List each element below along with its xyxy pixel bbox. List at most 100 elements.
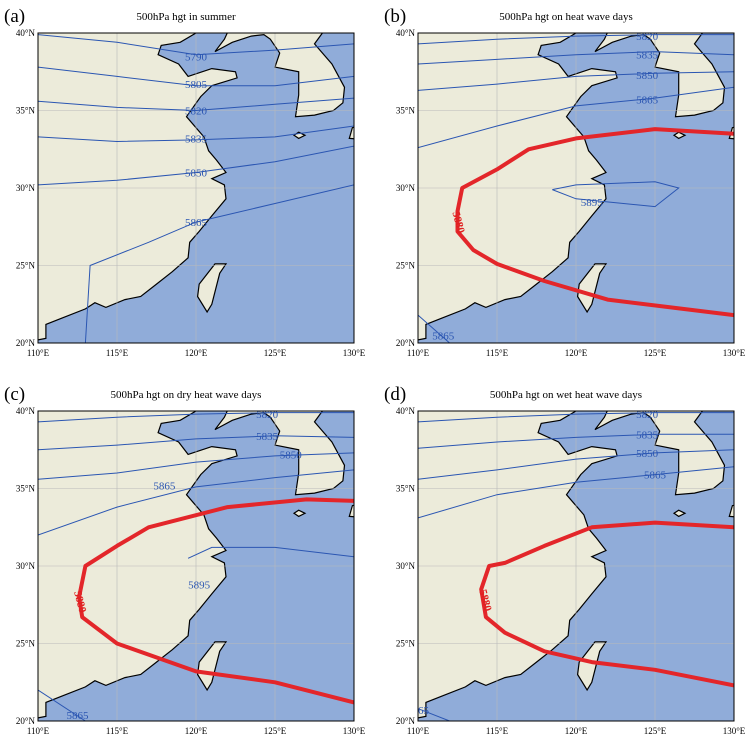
land xyxy=(348,126,354,140)
contour-label: 5820 xyxy=(636,409,659,421)
lon-tick-label: 125°E xyxy=(264,726,287,736)
frame xyxy=(417,410,735,722)
contour-label: 5895 xyxy=(188,580,211,592)
highlight-label: 5880 xyxy=(476,588,493,613)
lat-tick-label: 20°N xyxy=(16,338,36,348)
lat-tick-label: 30°N xyxy=(16,183,36,193)
land xyxy=(196,263,228,314)
contour-label: 5850 xyxy=(636,448,659,460)
contour-line xyxy=(552,181,680,208)
contour-label: 5790 xyxy=(185,51,208,63)
contour-label: 5820 xyxy=(185,106,208,118)
contour-line xyxy=(38,34,354,56)
contour-line xyxy=(38,145,354,186)
contour-line xyxy=(418,71,734,91)
lon-tick-label: 110°E xyxy=(407,726,430,736)
land xyxy=(728,504,734,518)
contour-label: 5820 xyxy=(256,409,279,421)
panel: 5820 5835 5850 5865 5865 5880 110°E 115°E 120°E 1… xyxy=(384,384,746,736)
lat-tick-label: 25°N xyxy=(396,261,416,271)
contour-line xyxy=(84,184,354,343)
contour-line xyxy=(418,412,734,423)
lon-tick-label: 130°E xyxy=(723,726,746,736)
lon-tick-label: 110°E xyxy=(27,726,50,736)
lat-tick-label: 40°N xyxy=(16,28,36,38)
panel-title: 500hPa hgt in summer xyxy=(136,11,236,23)
lon-tick-label: 130°E xyxy=(343,348,366,358)
highlight-label: 5880 xyxy=(449,210,466,235)
lon-tick-label: 115°E xyxy=(106,348,129,358)
contour-label: 5865 xyxy=(185,217,208,229)
panel-label: (c) xyxy=(4,384,25,405)
contour-line xyxy=(38,97,354,112)
contour-line xyxy=(38,125,354,143)
contour-label: 5865 xyxy=(636,95,659,107)
lat-tick-label: 30°N xyxy=(396,183,416,193)
panel-title: 500hPa hgt on wet heat wave days xyxy=(490,389,642,401)
lat-tick-label: 40°N xyxy=(16,406,36,416)
land xyxy=(576,263,608,314)
lat-tick-label: 40°N xyxy=(396,406,416,416)
panel-label: (d) xyxy=(384,384,406,405)
contour-label: 5865 xyxy=(153,480,176,492)
contour-line xyxy=(38,689,86,721)
land xyxy=(672,509,687,518)
lat-tick-label: 35°N xyxy=(16,106,36,116)
lat-tick-label: 20°N xyxy=(16,716,36,726)
map-area: 5820 5835 5850 5865 5865 5880 xyxy=(407,409,734,721)
highlight-contour xyxy=(479,520,734,688)
lon-tick-label: 120°E xyxy=(565,726,588,736)
lon-tick-label: 120°E xyxy=(185,726,208,736)
contour-label: 5895 xyxy=(581,197,604,209)
lat-tick-label: 30°N xyxy=(396,561,416,571)
contour-label: 5835 xyxy=(185,133,208,145)
lon-tick-label: 120°E xyxy=(185,348,208,358)
contour-label: 5865 xyxy=(432,330,455,342)
panel-label: (b) xyxy=(384,6,406,27)
contour-line xyxy=(418,314,450,343)
panel-title: 500hPa hgt on dry heat wave days xyxy=(111,389,262,401)
lat-tick-label: 20°N xyxy=(396,716,416,726)
panel: 5790 5805 5820 5835 5850 5865 110°E 115°E 120°E 1… xyxy=(4,6,366,358)
lon-tick-label: 125°E xyxy=(264,348,287,358)
contour-label: 5850 xyxy=(185,168,208,180)
contour-line xyxy=(38,66,354,87)
lat-tick-label: 20°N xyxy=(396,338,416,348)
lon-tick-label: 125°E xyxy=(644,726,667,736)
lon-tick-label: 115°E xyxy=(486,348,509,358)
contour-line xyxy=(418,466,734,519)
contour-label: 5850 xyxy=(636,70,659,82)
land xyxy=(348,504,354,518)
lon-tick-label: 130°E xyxy=(723,348,746,358)
land xyxy=(196,641,228,692)
contour-line xyxy=(38,435,354,451)
contour-label: 5865 xyxy=(644,470,667,482)
highlight-label: 5880 xyxy=(71,590,88,615)
lat-tick-label: 25°N xyxy=(16,261,36,271)
contour-line xyxy=(38,452,354,480)
land xyxy=(418,411,726,719)
contour-line xyxy=(38,469,354,536)
contour-label: 5805 xyxy=(185,79,208,91)
contour-label: 5865 xyxy=(407,705,430,717)
lon-tick-label: 110°E xyxy=(407,348,430,358)
land xyxy=(38,33,346,341)
contour-line xyxy=(418,34,734,45)
lat-tick-label: 35°N xyxy=(16,484,36,494)
contour-line xyxy=(418,433,734,449)
highlight-contour xyxy=(455,127,734,318)
contour-line xyxy=(418,449,734,480)
land xyxy=(292,509,307,518)
frame xyxy=(37,410,355,722)
lat-tick-label: 25°N xyxy=(16,639,36,649)
contour-label: 5820 xyxy=(636,31,659,43)
lon-tick-label: 110°E xyxy=(27,348,50,358)
contour-label: 5835 xyxy=(256,431,279,443)
highlight-contour xyxy=(77,497,354,705)
lat-tick-label: 30°N xyxy=(16,561,36,571)
